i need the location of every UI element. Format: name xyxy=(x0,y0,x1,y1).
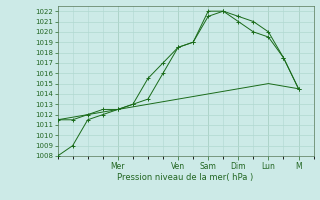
X-axis label: Pression niveau de la mer( hPa ): Pression niveau de la mer( hPa ) xyxy=(117,173,254,182)
